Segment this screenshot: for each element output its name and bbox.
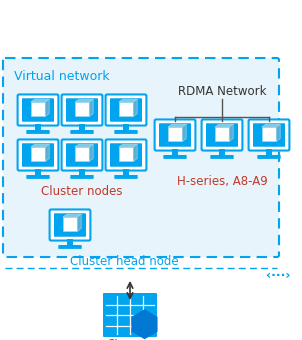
FancyBboxPatch shape: [106, 95, 146, 125]
FancyBboxPatch shape: [163, 155, 187, 159]
FancyBboxPatch shape: [114, 130, 138, 134]
Polygon shape: [31, 99, 49, 102]
Polygon shape: [215, 127, 229, 141]
FancyBboxPatch shape: [54, 213, 86, 237]
FancyBboxPatch shape: [58, 245, 82, 249]
Polygon shape: [133, 144, 137, 162]
Polygon shape: [124, 124, 129, 131]
Polygon shape: [220, 149, 224, 155]
Polygon shape: [75, 147, 89, 162]
FancyBboxPatch shape: [155, 119, 195, 151]
Polygon shape: [262, 127, 276, 141]
FancyBboxPatch shape: [26, 130, 50, 134]
Polygon shape: [215, 124, 233, 127]
FancyBboxPatch shape: [22, 143, 54, 167]
Polygon shape: [75, 102, 89, 117]
Polygon shape: [89, 99, 93, 117]
Text: Cluster head node: Cluster head node: [70, 255, 178, 268]
Text: ‹···›: ‹···›: [266, 269, 290, 282]
Polygon shape: [31, 102, 45, 117]
Polygon shape: [133, 99, 137, 117]
FancyBboxPatch shape: [50, 209, 90, 240]
FancyBboxPatch shape: [66, 98, 98, 122]
Polygon shape: [119, 99, 137, 102]
Polygon shape: [119, 147, 133, 162]
Polygon shape: [119, 102, 133, 117]
FancyBboxPatch shape: [18, 139, 58, 171]
FancyBboxPatch shape: [103, 293, 157, 337]
Polygon shape: [119, 144, 137, 147]
FancyBboxPatch shape: [62, 139, 102, 171]
FancyBboxPatch shape: [62, 95, 102, 125]
Polygon shape: [63, 214, 81, 217]
FancyBboxPatch shape: [110, 143, 142, 167]
FancyBboxPatch shape: [22, 98, 54, 122]
FancyBboxPatch shape: [210, 155, 234, 159]
FancyBboxPatch shape: [66, 143, 98, 167]
FancyBboxPatch shape: [70, 130, 94, 134]
Text: Virtual network: Virtual network: [14, 70, 110, 83]
Polygon shape: [168, 127, 182, 141]
Polygon shape: [276, 124, 280, 141]
Polygon shape: [182, 124, 186, 141]
Text: Storage: Storage: [107, 338, 153, 340]
Polygon shape: [124, 169, 129, 175]
FancyBboxPatch shape: [26, 175, 50, 179]
Polygon shape: [79, 169, 85, 175]
Polygon shape: [262, 124, 280, 127]
FancyBboxPatch shape: [249, 119, 289, 151]
Polygon shape: [35, 169, 40, 175]
Polygon shape: [63, 217, 77, 232]
FancyBboxPatch shape: [70, 175, 94, 179]
Polygon shape: [45, 144, 49, 162]
Polygon shape: [77, 214, 81, 232]
FancyBboxPatch shape: [159, 123, 191, 147]
Polygon shape: [132, 309, 158, 339]
Text: RDMA Network: RDMA Network: [178, 85, 266, 98]
Polygon shape: [266, 149, 271, 155]
Text: Cluster nodes: Cluster nodes: [41, 185, 123, 198]
FancyBboxPatch shape: [257, 155, 281, 159]
Polygon shape: [79, 124, 85, 131]
Text: H-series, A8-A9: H-series, A8-A9: [177, 175, 267, 188]
Polygon shape: [89, 144, 93, 162]
FancyBboxPatch shape: [114, 175, 138, 179]
FancyBboxPatch shape: [18, 95, 58, 125]
Polygon shape: [75, 144, 93, 147]
FancyBboxPatch shape: [202, 119, 243, 151]
Polygon shape: [168, 124, 186, 127]
Polygon shape: [75, 99, 93, 102]
FancyBboxPatch shape: [206, 123, 238, 147]
Polygon shape: [35, 124, 40, 131]
Polygon shape: [45, 99, 49, 117]
Polygon shape: [31, 147, 45, 162]
Polygon shape: [67, 239, 72, 245]
Polygon shape: [229, 124, 233, 141]
FancyBboxPatch shape: [110, 98, 142, 122]
FancyBboxPatch shape: [253, 123, 285, 147]
FancyBboxPatch shape: [106, 139, 146, 171]
Polygon shape: [172, 149, 178, 155]
FancyBboxPatch shape: [3, 58, 279, 257]
Polygon shape: [31, 144, 49, 147]
